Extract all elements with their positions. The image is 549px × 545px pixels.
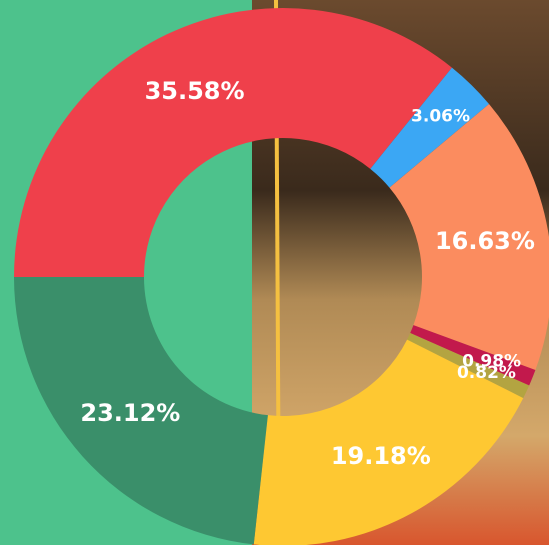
value-label: 16.63% xyxy=(435,227,535,255)
value-label: 23.12% xyxy=(80,399,180,427)
value-label: 3.06% xyxy=(411,106,470,126)
chart: 35.58%3.06%16.63%0.98%0.82%19.18%23.12% xyxy=(0,0,549,545)
value-label: 19.18% xyxy=(331,442,431,470)
value-label: 35.58% xyxy=(145,77,245,105)
value-label: 0.82% xyxy=(457,363,516,383)
